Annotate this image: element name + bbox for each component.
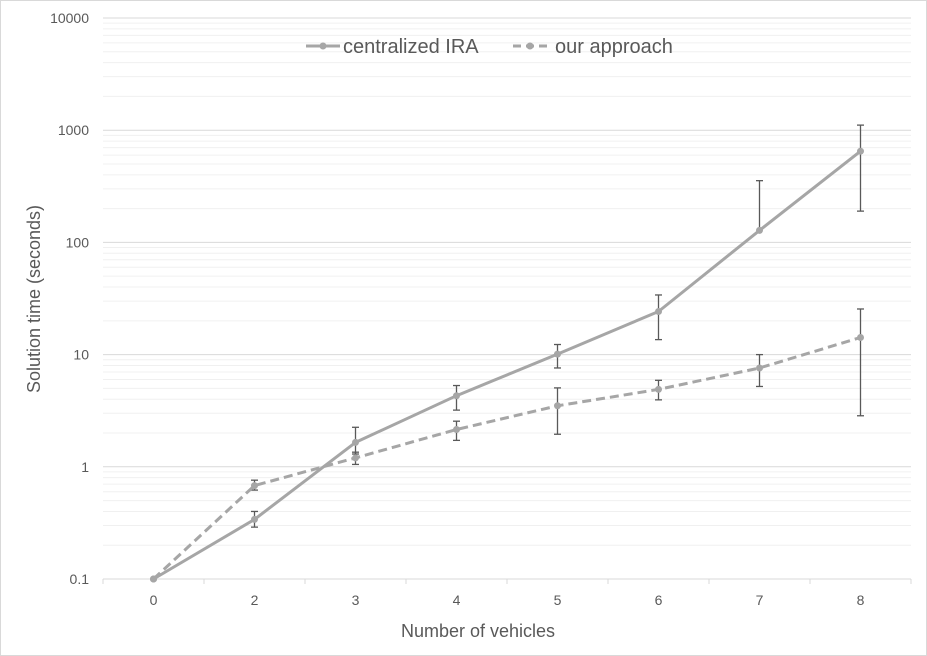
data-point-centralized-ira bbox=[554, 350, 561, 358]
data-point-our-approach bbox=[554, 402, 561, 410]
legend-item: centralized IRA bbox=[306, 36, 479, 58]
y-tick-label: 100 bbox=[66, 234, 90, 250]
y-tick-label: 1 bbox=[81, 459, 89, 475]
x-tick-label: 8 bbox=[857, 592, 865, 608]
data-point-centralized-ira bbox=[453, 392, 460, 400]
legend-label: centralized IRA bbox=[343, 36, 479, 58]
data-point-our-approach bbox=[756, 364, 763, 372]
error-bar bbox=[655, 294, 662, 341]
axes bbox=[102, 578, 912, 584]
x-tick-label: 3 bbox=[352, 592, 360, 608]
series-line-our-approach bbox=[152, 336, 861, 581]
data-point-our-approach bbox=[453, 426, 460, 434]
data-point-centralized-ira bbox=[251, 515, 258, 523]
error-bar bbox=[857, 308, 864, 417]
data-point-centralized-ira bbox=[857, 147, 864, 155]
series-line-centralized-ira bbox=[152, 150, 862, 581]
y-tick-label: 10 bbox=[73, 347, 89, 363]
x-tick-label: 2 bbox=[251, 592, 259, 608]
data-point-our-approach bbox=[857, 334, 864, 342]
legend: centralized IRA our approach bbox=[306, 36, 673, 58]
x-tick-label: 6 bbox=[655, 592, 663, 608]
y-axis-title: Solution time (seconds) bbox=[24, 205, 44, 393]
error-bars bbox=[251, 124, 864, 528]
y-axis-ticks: 0.1 1 10 100 1000 10000 bbox=[50, 10, 89, 587]
data-point-our-approach bbox=[655, 385, 662, 393]
legend-label: our approach bbox=[555, 36, 673, 58]
legend-swatch-marker bbox=[526, 42, 534, 50]
series-lines bbox=[150, 147, 864, 583]
legend-swatch-marker bbox=[319, 42, 327, 50]
grid-lines bbox=[103, 17, 911, 580]
y-tick-label: 10000 bbox=[50, 10, 89, 26]
x-axis-title: Number of vehicles bbox=[401, 621, 555, 641]
error-bar bbox=[554, 387, 561, 435]
data-point-centralized-ira bbox=[352, 438, 359, 446]
error-bar bbox=[756, 180, 763, 231]
y-tick-label: 1000 bbox=[58, 122, 89, 138]
data-point-centralized-ira bbox=[756, 226, 763, 234]
x-tick-label: 5 bbox=[554, 592, 562, 608]
data-point-our-approach bbox=[251, 482, 258, 490]
x-tick-label: 7 bbox=[756, 592, 764, 608]
legend-item: our approach bbox=[513, 36, 673, 58]
data-point-our-approach bbox=[150, 575, 157, 583]
error-bar bbox=[857, 124, 864, 212]
data-point-centralized-ira bbox=[655, 308, 662, 316]
data-point-our-approach bbox=[352, 454, 359, 462]
y-tick-label: 0.1 bbox=[70, 571, 90, 587]
x-tick-label: 0 bbox=[150, 592, 158, 608]
x-axis-ticks: 0 2 3 4 5 6 7 8 bbox=[150, 592, 865, 608]
x-tick-label: 4 bbox=[453, 592, 461, 608]
